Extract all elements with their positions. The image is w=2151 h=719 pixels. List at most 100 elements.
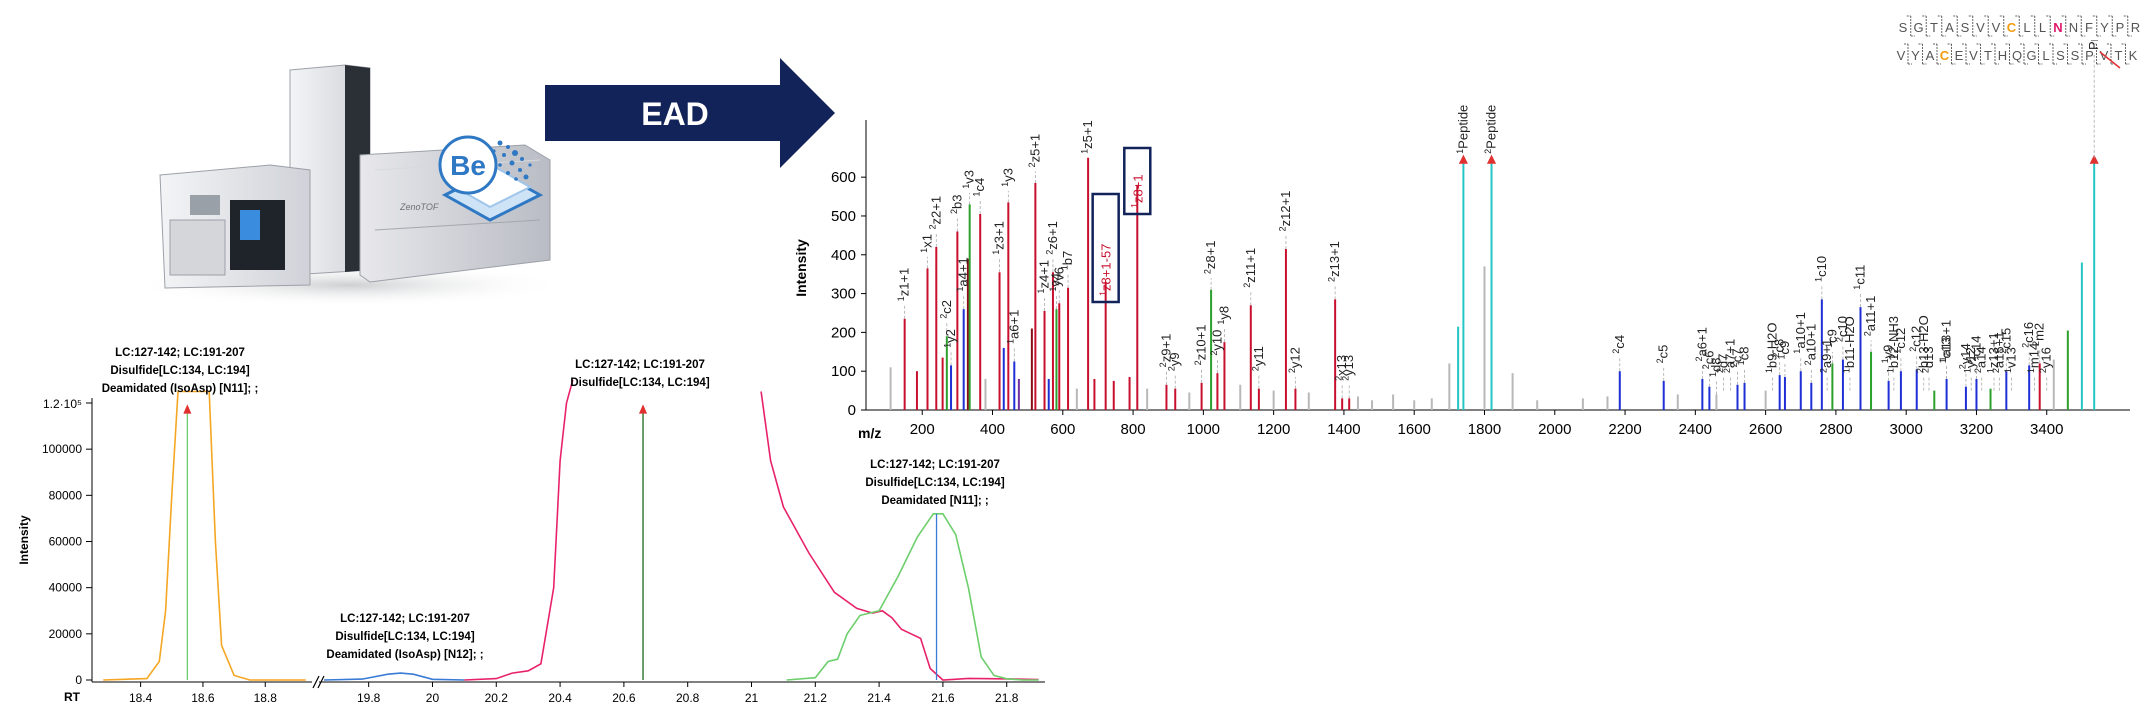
peptide-residue: Q bbox=[2012, 48, 2022, 63]
spectrum-ion-label: 2c5 bbox=[1655, 345, 1671, 364]
peptide-residue: V bbox=[1969, 48, 1978, 63]
peptide-residue: V bbox=[1976, 20, 1985, 35]
cleavage-mark bbox=[2005, 43, 2014, 65]
peptide-residue: N bbox=[2069, 20, 2078, 35]
spectrum-y-tick-label: 500 bbox=[831, 208, 856, 225]
spectrum-ion-label: 2a10+1 bbox=[1803, 324, 1819, 366]
spectrum-ion-label: 2y13 bbox=[1341, 355, 1357, 381]
spectrum-ion-label: 2c4 bbox=[1611, 335, 1627, 354]
spectrum-y-tick-label: 300 bbox=[831, 286, 856, 303]
spectrum-ion-label: 1y2 bbox=[942, 329, 958, 348]
spectrum-x-tick-label: 1200 bbox=[1257, 421, 1290, 438]
spectrum-labels: 1z1+1 2z2+1 2c2 1y2 2b3 1a4+1 1c4 1z3+1 1a6+1 1z4… bbox=[896, 40, 2101, 399]
chromatogram-x-tick-label: 18.8 bbox=[254, 691, 278, 705]
axis-break-mark bbox=[312, 675, 325, 689]
cleavage-mark bbox=[1984, 15, 1993, 37]
spectrum-ion-label: 1c11 bbox=[1852, 265, 1868, 290]
cleavage-mark bbox=[2061, 15, 2070, 37]
peptide-residue: S bbox=[1961, 20, 1970, 35]
spectrum-ion-label: 2c7 bbox=[1729, 349, 1745, 368]
chromatogram-marker-arrow bbox=[183, 404, 192, 414]
spectrum-ion-label: 2z9+1 bbox=[1158, 334, 1174, 368]
cleavage-mark bbox=[2092, 43, 2101, 65]
peptide-residue: R bbox=[2131, 20, 2140, 35]
spectrum-ion-label: 2c12 bbox=[1908, 326, 1924, 352]
spectrum-x-tick-label: 800 bbox=[1121, 421, 1146, 438]
cleavage-mark bbox=[2030, 15, 2039, 37]
spectrum-ion-label: 1c12 bbox=[1892, 328, 1908, 354]
spectrum-peaks bbox=[889, 154, 2099, 410]
peptide-residue: S bbox=[1899, 20, 1908, 35]
spectrum-ion-label-top: Precursor-101 (R) bbox=[2086, 40, 2101, 50]
ead-arrow: EAD bbox=[545, 58, 835, 168]
spectrum-ion-label: 2z6+1 bbox=[1044, 221, 1060, 255]
spectrum-x-tick-label: 3200 bbox=[1960, 421, 1993, 438]
spectrum-ion-label-top: 1c13 bbox=[1938, 337, 1954, 363]
chromatogram-x-tick-label: 21.6 bbox=[931, 691, 955, 705]
chromatogram-annotation-line: Disulfide[LC:134, LC:194] bbox=[335, 631, 474, 643]
cleavage-mark bbox=[1933, 43, 1941, 65]
spectrum-x-tick-label: 3400 bbox=[2030, 421, 2063, 438]
spectrum-boxed-label: 1z8+1-57 bbox=[1098, 244, 1114, 296]
peptide-residue: A bbox=[1926, 48, 1935, 63]
chromatogram-xlabel: RT bbox=[64, 690, 81, 704]
spectrum-x-tick-label: 2400 bbox=[1679, 421, 1712, 438]
spectrum-x-tick-label: 1600 bbox=[1398, 421, 1431, 438]
peptide-residue: V bbox=[1992, 20, 2001, 35]
spectrum-ion-label: 2a7+1 bbox=[1722, 339, 1738, 373]
spectrum-ion-label: 1y9 bbox=[1880, 345, 1896, 364]
spectrum-ion-label: 2b3 bbox=[949, 194, 965, 214]
cleavage-mark bbox=[2121, 43, 2130, 65]
spectrum-ion-label: 2v6 bbox=[1051, 267, 1067, 286]
spectrum-ion-label: 1y8 bbox=[1216, 306, 1232, 325]
spectrum-ion-label: 1c9 bbox=[1776, 341, 1792, 360]
be-logo: Be bbox=[438, 135, 544, 222]
chromatogram-ytop-label: 1.2·10⁵ bbox=[43, 397, 82, 411]
peptide-residue: V bbox=[1897, 48, 1906, 63]
spectrum-ion-label: 2a6+1 bbox=[1694, 327, 1710, 361]
chromatogram-marker-arrow bbox=[639, 404, 647, 414]
spectrum-ion-label: 2c6 bbox=[1701, 350, 1717, 369]
cleavage-mark bbox=[2123, 15, 2132, 37]
peptide-residue: T bbox=[2115, 48, 2123, 63]
peptide-residue: G bbox=[1913, 20, 1923, 35]
chromatogram-x-tick-label: 21.4 bbox=[867, 691, 891, 705]
cleavage-mark bbox=[2015, 15, 2024, 37]
spectrum-x-tick-label: 2800 bbox=[1819, 421, 1852, 438]
chromatogram-axes: 0 20000 40000 60000 80000 100000 18.4 18.6 18.8 1… bbox=[42, 398, 1045, 705]
peptide-residue: E bbox=[1955, 48, 1964, 63]
peptide-residue: A bbox=[1945, 20, 1954, 35]
spectrum-ion-label: 2a15+1 bbox=[1991, 332, 2007, 374]
spectrum-ion-label: 1c8 bbox=[1736, 347, 1752, 366]
spectrum-ion-label: 2z12+1 bbox=[1277, 191, 1293, 232]
cleavage-mark bbox=[2046, 15, 2055, 37]
spectrum-x-tick-label: 1800 bbox=[1468, 421, 1501, 438]
chromatogram-trace bbox=[464, 379, 574, 681]
be-logo-text: Be bbox=[450, 150, 486, 181]
peptide-residue: T bbox=[1930, 20, 1938, 35]
chromatogram-annotation-line: Deamidated (IsoAsp) [N12]; ; bbox=[326, 649, 483, 661]
peptide-residue: S bbox=[2071, 48, 2080, 63]
spectrum-y-tick-label: 600 bbox=[831, 169, 856, 186]
spectrum-ion-label: 2c15 bbox=[1998, 328, 2014, 354]
spectrum-ion-label: 2z2+1 bbox=[928, 196, 944, 230]
chromatogram-annotation-line: LC:127-142; LC:191-207 bbox=[340, 613, 470, 625]
spectrum-ion-label-top: 1v3 bbox=[961, 170, 977, 189]
spectrum-ion-label: 2z11+1 bbox=[1242, 248, 1258, 288]
spectrum-xlabel: m/z bbox=[858, 425, 881, 441]
cleavage-mark bbox=[1953, 15, 1962, 37]
chromatogram-annotation-line: Disulfide[LC:134, LC:194] bbox=[570, 377, 709, 389]
spectrum-ion-label: 2d7 bbox=[1715, 354, 1731, 374]
cleavage-mark bbox=[1904, 43, 1912, 65]
spectrum-ion-label: 1d8 bbox=[1708, 357, 1724, 377]
chromatogram-trace bbox=[323, 672, 465, 681]
xic-chromatogram-chart: 0 20000 40000 60000 80000 100000 18.4 18.6 18.8 1… bbox=[17, 347, 1045, 705]
spectrum-ion-label: 1c4 bbox=[972, 178, 988, 197]
spectrum-ion-label: 1a6+1 bbox=[1006, 310, 1022, 344]
spectrum-ion-label: 1c10 bbox=[1813, 256, 1829, 282]
chromatogram-ylabel: Intensity bbox=[17, 515, 31, 565]
cleavage-mark bbox=[2078, 43, 2086, 65]
mass-spectrometer-illustration: ZenoTOF bbox=[130, 64, 570, 305]
